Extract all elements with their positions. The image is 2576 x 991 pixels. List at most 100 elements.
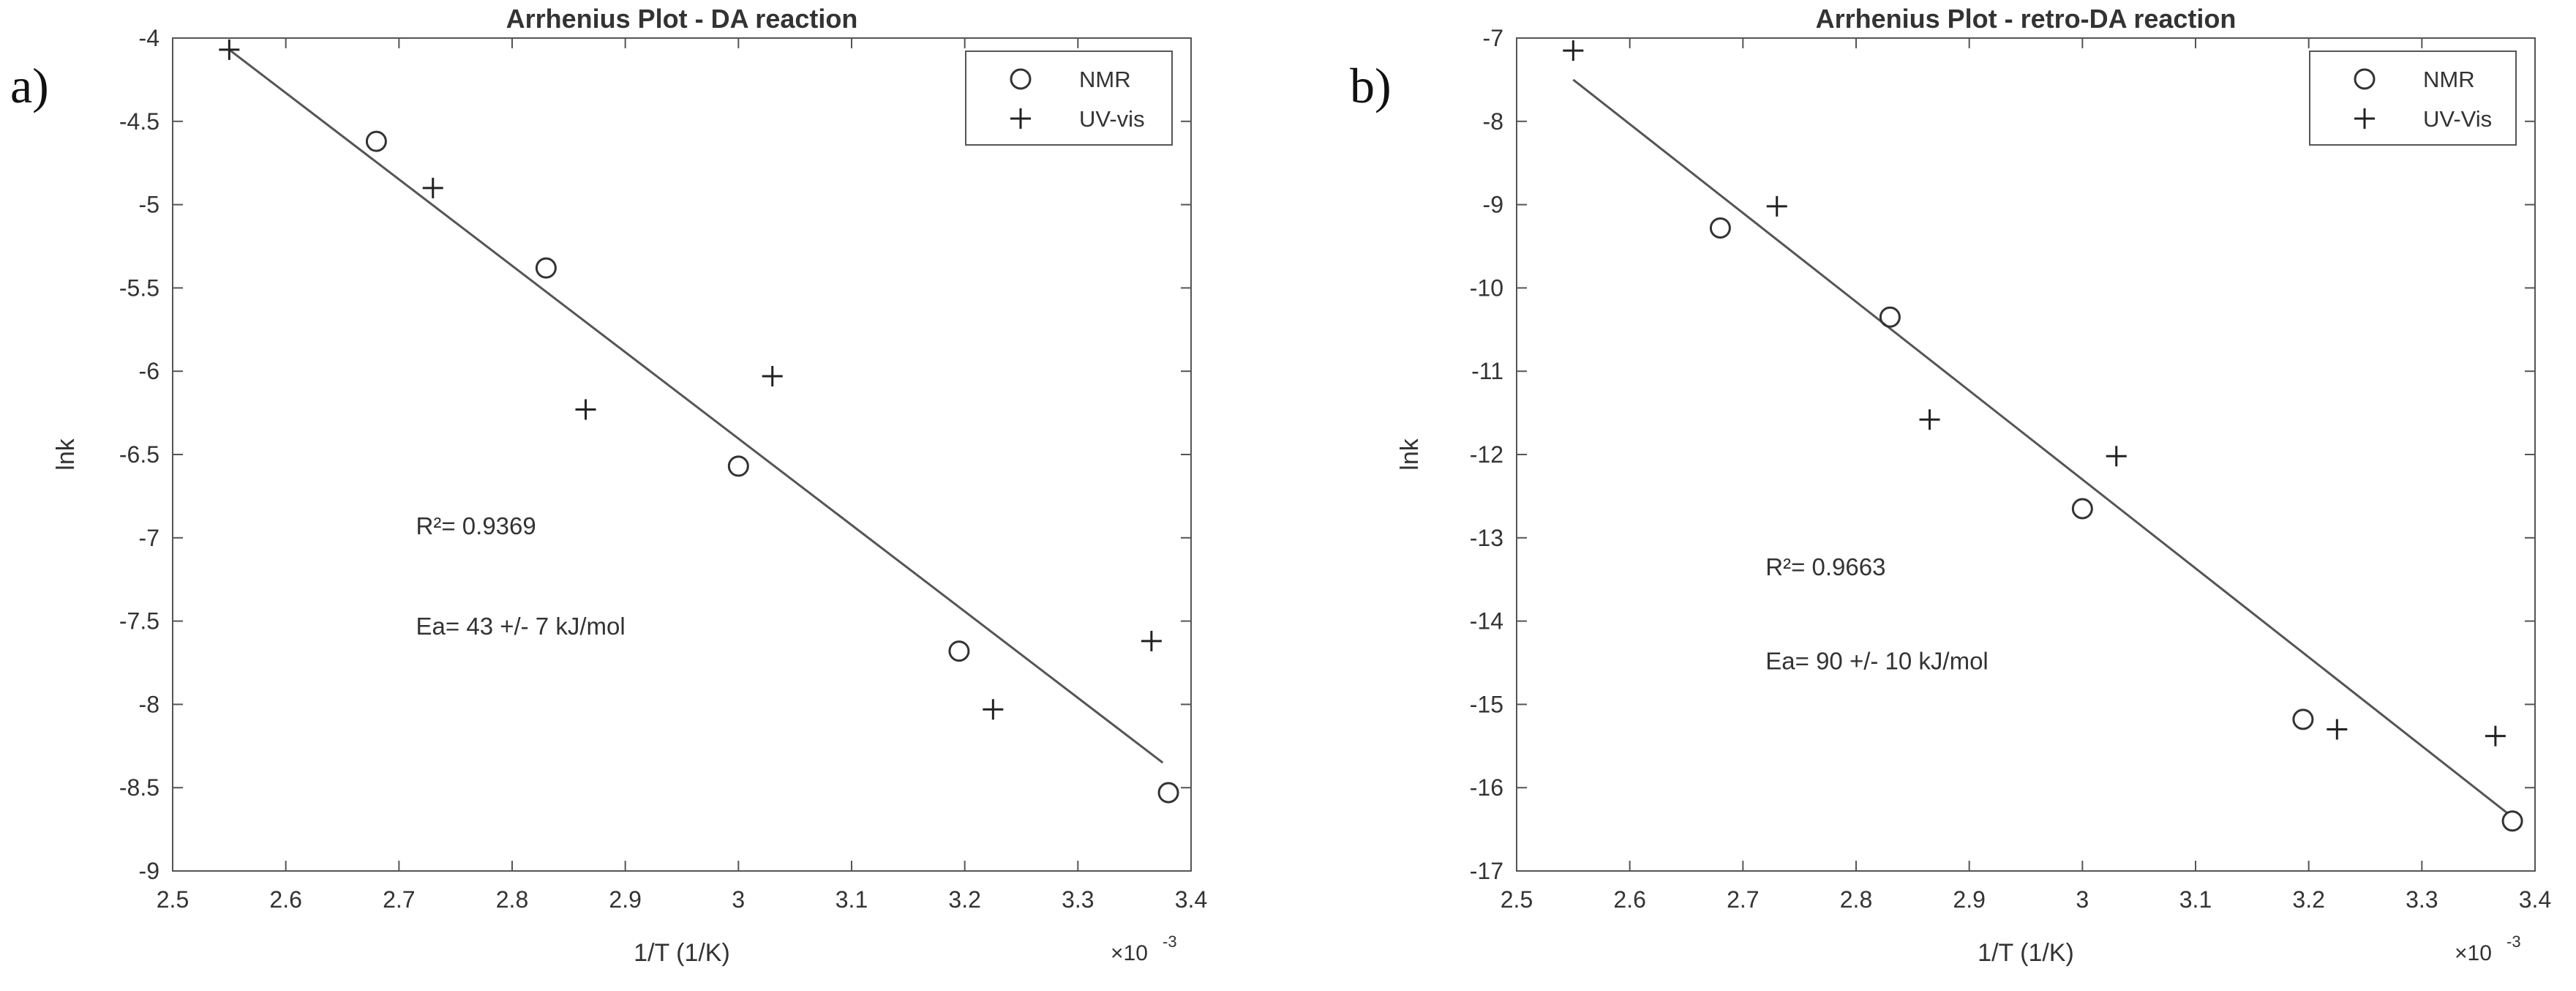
y-axis-label: lnk	[52, 438, 80, 470]
x-tick-label: 2.5	[1501, 886, 1533, 913]
y-tick-label: -17	[1470, 858, 1503, 884]
panel-label: a)	[10, 58, 49, 113]
y-tick-label: -5	[139, 192, 159, 218]
data-point-circle	[1879, 306, 1901, 328]
legend-label: UV-vis	[1079, 106, 1145, 132]
data-point-plus	[1766, 195, 1787, 217]
y-axis-label: lnk	[1396, 438, 1424, 470]
x-multiplier-base: ×10	[2455, 941, 2492, 965]
x-tick-label: 3.2	[948, 886, 980, 913]
y-tick-label: -9	[1483, 192, 1503, 218]
legend: NMR UV-vis	[965, 51, 1173, 146]
legend-marker-circle	[1010, 68, 1032, 90]
data-point-plus	[2327, 719, 2348, 740]
y-tick-label: -8	[1483, 108, 1503, 135]
data-point-circle	[948, 640, 970, 662]
x-axis-label: 1/T (1/K)	[634, 939, 730, 967]
series-nmr	[1709, 217, 2523, 832]
data-point-plus	[219, 39, 240, 60]
annotation-text: Ea= 90 +/- 10 kJ/mol	[1765, 648, 1989, 675]
fit-line	[1572, 78, 2508, 814]
series-uv-vis	[219, 39, 1162, 720]
chart-panel-b: b) Arrhenius Plot - retro-DA reaction 2.5 2…	[1350, 4, 2551, 967]
x-tick-label: 3.3	[2406, 886, 2438, 913]
x-tick-label: 2.8	[1840, 886, 1872, 913]
y-tick-label: -8	[139, 691, 159, 717]
x-tick-label: 3	[732, 886, 745, 913]
x-tick-label: 3.2	[2292, 886, 2324, 913]
x-tick-label: 3.4	[2519, 886, 2551, 913]
chart-title: Arrhenius Plot - DA reaction	[506, 4, 858, 34]
data-point-plus	[2485, 725, 2506, 747]
x-tick-label: 2.6	[1613, 886, 1645, 913]
y-tick-label: -10	[1470, 274, 1503, 301]
annotation-text: R²= 0.9369	[416, 512, 536, 539]
y-tick-label: -4	[139, 25, 159, 51]
y-tick-label: -4.5	[119, 108, 159, 135]
data-point-circle	[2071, 498, 2093, 520]
panel-label: b)	[1350, 58, 1392, 113]
x-multiplier-base: ×10	[1111, 941, 1148, 965]
annotation-text: Ea= 43 +/- 7 kJ/mol	[416, 613, 626, 640]
x-tick-label: 2.9	[609, 886, 641, 913]
series-uv-vis	[1563, 40, 2506, 747]
x-tick-label: 3.1	[2179, 886, 2212, 913]
legend-label: NMR	[2423, 67, 2475, 92]
y-tick-label: -6.5	[119, 441, 159, 468]
chart-title: Arrhenius Plot - retro-DA reaction	[1816, 4, 2237, 34]
y-tick-label: -14	[1470, 608, 1503, 635]
y-tick-label: -7	[1483, 25, 1503, 51]
data-point-plus	[1563, 40, 1584, 61]
legend-marker-plus	[2354, 108, 2375, 129]
x-tick-label: 3	[2076, 886, 2089, 913]
x-multiplier-exponent: -3	[2506, 932, 2521, 951]
x-tick-label: 3.4	[1175, 886, 1207, 913]
legend-box	[965, 51, 1173, 146]
data-point-circle	[365, 130, 387, 152]
y-tick-label: -8.5	[119, 774, 159, 801]
data-point-circle	[1709, 217, 1731, 239]
chart-panel-a: a) Arrhenius Plot - DA reaction 2.5 2.6 2.7 2…	[10, 4, 1207, 967]
data-point-circle	[1157, 782, 1179, 804]
plot-area-frame	[172, 37, 1192, 872]
y-tick-label: -7.5	[119, 608, 159, 635]
x-tick-label: 2.7	[1727, 886, 1759, 913]
y-tick-label: -9	[139, 858, 159, 884]
y-tick-label: -7	[139, 525, 159, 551]
x-axis-label: 1/T (1/K)	[1978, 939, 2074, 967]
y-tick-label: -6	[139, 358, 159, 384]
fit-line	[228, 48, 1164, 764]
y-tick-label: -15	[1470, 691, 1503, 717]
y-tick-label: -5.5	[119, 274, 159, 301]
x-tick-label: 2.8	[496, 886, 528, 913]
x-tick-label: 2.7	[383, 886, 415, 913]
legend-marker-plus	[1010, 108, 1031, 129]
data-point-circle	[2292, 708, 2314, 730]
y-tick-label: -16	[1470, 774, 1503, 801]
data-point-plus	[762, 366, 783, 387]
y-tick-label: -11	[1471, 358, 1503, 384]
data-point-circle	[535, 257, 557, 279]
data-point-plus	[1141, 630, 1162, 651]
legend: NMR UV-Vis	[2309, 51, 2517, 146]
x-multiplier-exponent: -3	[1163, 932, 1177, 951]
x-tick-label: 2.6	[269, 886, 301, 913]
plot-area-frame	[1516, 37, 2536, 872]
x-tick-label: 3.1	[835, 886, 868, 913]
data-point-plus	[983, 699, 1004, 720]
x-tick-label: 2.5	[157, 886, 189, 913]
legend-label: NMR	[1079, 67, 1131, 92]
legend-box	[2309, 51, 2517, 146]
y-tick-label: -13	[1470, 525, 1503, 551]
data-point-circle	[2501, 810, 2523, 832]
legend-marker-circle	[2354, 68, 2376, 90]
annotation-text: R²= 0.9663	[1765, 553, 1885, 580]
data-point-circle	[727, 455, 749, 477]
data-point-plus	[575, 399, 596, 420]
x-tick-label: 2.9	[1953, 886, 1985, 913]
series-nmr	[365, 130, 1179, 804]
x-tick-label: 3.3	[1062, 886, 1094, 913]
data-point-plus	[422, 177, 443, 198]
data-point-plus	[1919, 409, 1940, 430]
y-tick-label: -12	[1470, 441, 1503, 468]
